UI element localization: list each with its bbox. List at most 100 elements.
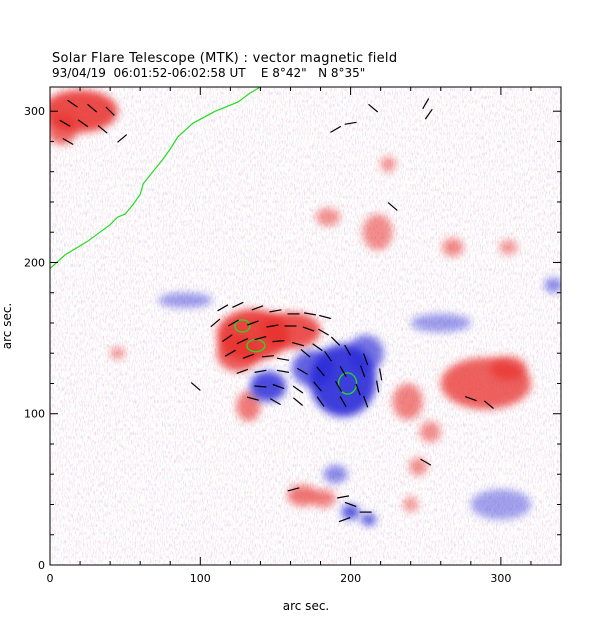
plot-frame <box>49 86 562 566</box>
field-vector-66 <box>483 400 494 409</box>
chart-subtitle: 93/04/19 06:01:52-06:02:58 UT E 8°42" N … <box>52 66 366 80</box>
field-vector-48 <box>339 396 347 408</box>
field-vector-59 <box>330 125 342 133</box>
positive-region-6 <box>50 114 78 145</box>
field-vector-15 <box>236 338 249 345</box>
field-vector-43 <box>376 380 380 393</box>
field-vector-69 <box>337 495 350 499</box>
positive-region-9 <box>419 421 441 443</box>
field-vector-9 <box>247 320 259 326</box>
field-vector-33 <box>316 366 325 377</box>
field-vector-62 <box>117 134 128 143</box>
field-vector-70 <box>344 501 357 508</box>
field-vector-35 <box>360 365 366 378</box>
field-vector-10 <box>266 324 279 328</box>
field-vector-50 <box>67 99 78 108</box>
field-vector-28 <box>363 353 369 366</box>
positive-region-8 <box>392 383 423 420</box>
positive-region-10 <box>409 457 428 476</box>
field-vector-44 <box>246 396 259 401</box>
field-vector-0 <box>217 304 229 312</box>
field-vector-16 <box>254 335 267 341</box>
field-vector-23 <box>261 355 274 358</box>
field-vector-3 <box>269 309 282 313</box>
positive-region-12 <box>311 489 336 508</box>
field-vector-53 <box>59 119 71 127</box>
negative-region-1 <box>291 350 335 387</box>
field-vector-72 <box>338 517 351 523</box>
field-vector-24 <box>276 357 290 361</box>
field-vector-17 <box>272 340 285 343</box>
positive-contour-0 <box>234 319 251 333</box>
field-vector-13 <box>318 328 329 336</box>
positive-region-17 <box>499 239 518 255</box>
field-vector-5 <box>303 312 317 316</box>
positive-region-15 <box>316 208 341 227</box>
field-vector-32 <box>297 367 308 375</box>
field-vector-22 <box>242 353 255 359</box>
field-vector-54 <box>77 119 89 128</box>
field-vector-36 <box>379 368 383 381</box>
positive-region-18 <box>110 347 126 360</box>
field-vector-56 <box>62 137 74 146</box>
negative-region-6 <box>323 465 348 484</box>
negative-region-4 <box>341 504 360 520</box>
field-vector-61 <box>368 103 379 113</box>
y-tick-label-300: 300 <box>24 105 45 118</box>
field-vector-37 <box>254 385 267 388</box>
field-vector-46 <box>293 397 303 406</box>
field-vector-14 <box>222 334 233 342</box>
field-vector-20 <box>330 336 341 346</box>
plot-area <box>50 87 561 565</box>
field-vector-63 <box>387 202 398 211</box>
field-vector-34 <box>339 365 347 377</box>
positive-region-2 <box>216 335 259 372</box>
field-vector-6 <box>319 314 331 320</box>
field-vector-65 <box>464 396 477 402</box>
positive-region-1 <box>260 312 321 349</box>
field-vector-60 <box>344 121 357 125</box>
negative-region-8 <box>158 292 213 308</box>
field-vector-8 <box>227 319 239 327</box>
field-vector-49 <box>363 395 369 408</box>
limb-contour <box>50 87 261 269</box>
y-tick-label-200: 200 <box>24 256 45 269</box>
field-vector-1 <box>232 301 244 308</box>
field-vector-64 <box>190 382 201 391</box>
field-vector-7 <box>210 318 221 328</box>
field-vector-68 <box>287 487 300 492</box>
field-vector-40 <box>313 381 322 392</box>
x-tick-label-100: 100 <box>190 572 211 585</box>
positive-region-16 <box>380 156 396 172</box>
positive-region-4 <box>490 356 527 381</box>
chart-title: Solar Flare Telescope (MTK) : vector mag… <box>52 51 398 66</box>
positive-region-11 <box>287 484 318 507</box>
negative-region-10 <box>470 489 531 520</box>
field-vector-38 <box>272 383 285 390</box>
field-vector-52 <box>105 106 115 116</box>
y-tick-label-100: 100 <box>24 408 45 421</box>
negative-region-9 <box>410 313 471 333</box>
field-vector-19 <box>312 343 323 352</box>
x-tick-label-0: 0 <box>47 572 54 585</box>
field-vector-57 <box>422 98 430 110</box>
negative-region-5 <box>361 513 377 526</box>
y-axis-label: arc sec. <box>0 303 14 349</box>
field-vector-31 <box>276 369 290 373</box>
field-vector-29 <box>236 368 249 374</box>
field-vector-42 <box>355 383 361 396</box>
field-vector-51 <box>87 103 98 113</box>
field-vector-41 <box>335 381 343 392</box>
field-vector-27 <box>344 344 352 356</box>
negative-contour-2 <box>337 372 358 395</box>
field-vector-25 <box>300 348 311 358</box>
axes: 0 100 200 300 0 100 200 300 <box>24 87 562 585</box>
positive-region-19 <box>403 496 419 513</box>
field-vector-58 <box>424 108 433 120</box>
field-vector-26 <box>324 350 332 362</box>
field-vector-18 <box>292 342 304 347</box>
field-vector-30 <box>254 369 267 373</box>
field-vector-2 <box>251 305 264 311</box>
transverse-field-vectors <box>59 98 494 523</box>
y-tick-label-0: 0 <box>38 559 45 572</box>
